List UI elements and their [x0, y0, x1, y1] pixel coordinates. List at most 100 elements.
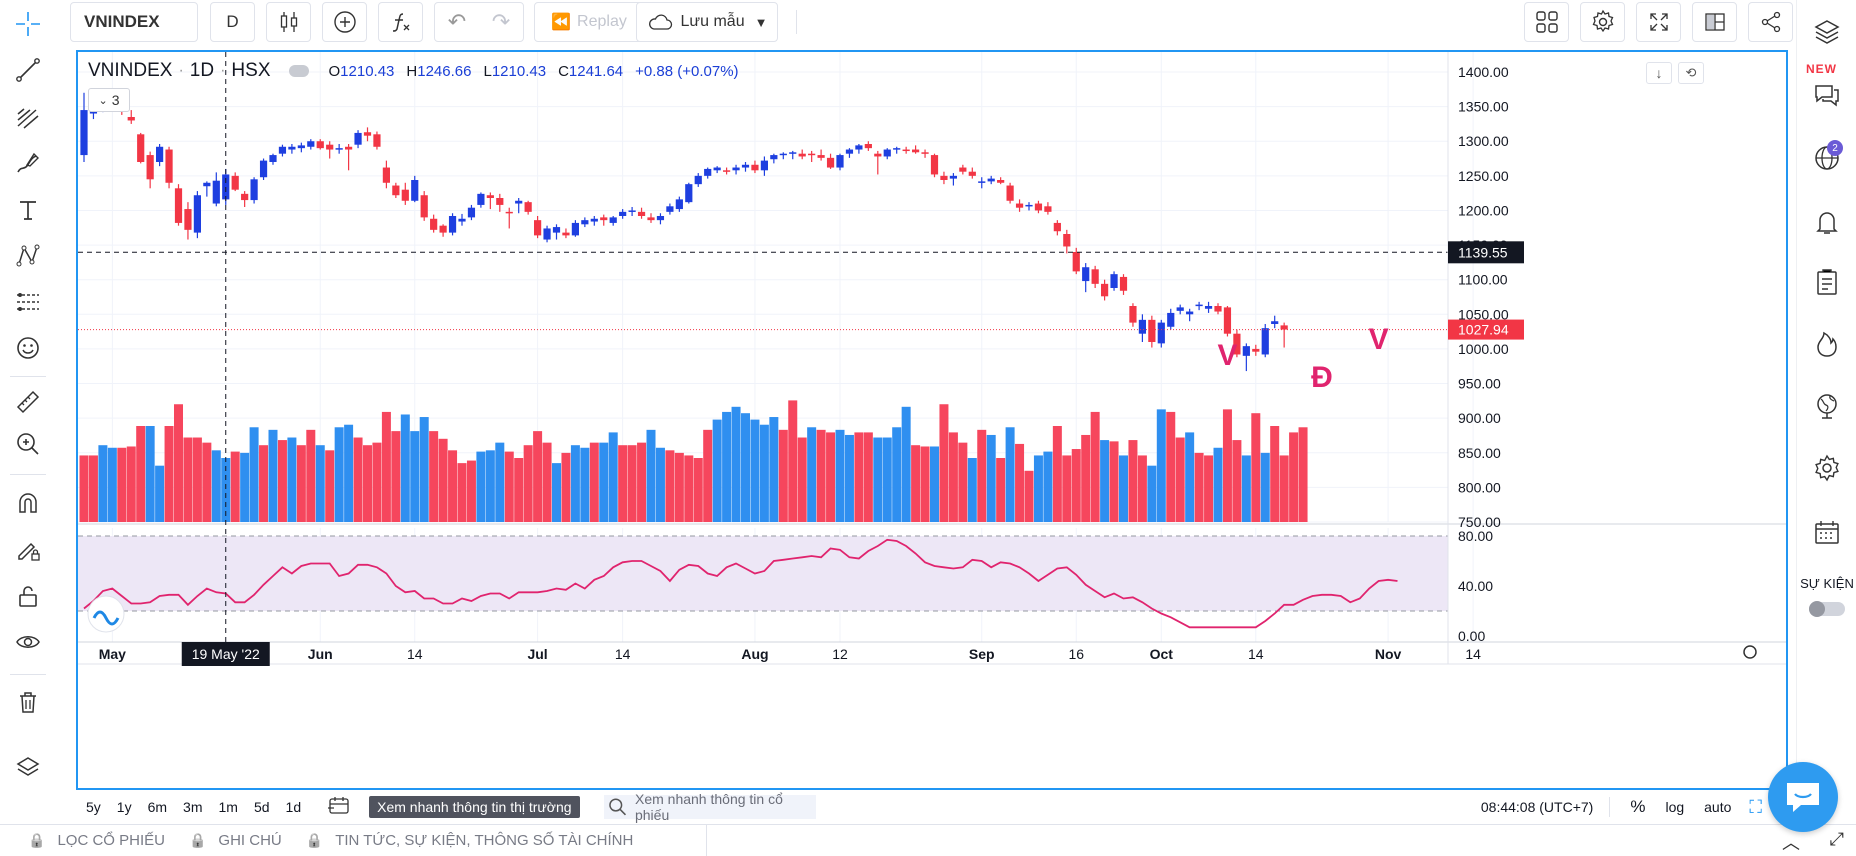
- volume-bar: [79, 455, 89, 522]
- crosshair-tool-icon[interactable]: [8, 4, 48, 44]
- range-button[interactable]: 5y: [86, 799, 101, 815]
- auto-scale-toggle[interactable]: auto: [1704, 799, 1732, 815]
- volume-bar: [315, 445, 325, 522]
- save-template-button[interactable]: Lưu mẫu ▼: [636, 2, 778, 42]
- candle: [1252, 348, 1260, 352]
- volume-bar: [410, 431, 420, 522]
- candle: [1176, 307, 1184, 311]
- price-tick: 950.00: [1458, 376, 1501, 392]
- footer-tab[interactable]: 🔒 GHI CHÚ: [189, 832, 282, 849]
- axis-settings-icon[interactable]: [1743, 645, 1757, 659]
- calendar-events-icon[interactable]: [1807, 512, 1847, 552]
- volume-bar: [476, 451, 486, 522]
- chevron-up-icon[interactable]: ︿: [1782, 833, 1800, 853]
- layers-icon[interactable]: [8, 748, 48, 788]
- legend-high-value: 1246.66: [417, 62, 472, 80]
- volume-bar: [221, 458, 231, 522]
- trend-line-tool-icon[interactable]: [8, 50, 48, 90]
- alert-bell-icon[interactable]: [1807, 202, 1847, 242]
- maximize-panel-icon[interactable]: ⤢: [1829, 829, 1844, 849]
- chart-type-candles-icon[interactable]: [266, 2, 311, 42]
- unlock-icon[interactable]: [8, 576, 48, 616]
- volume-bar: [98, 445, 108, 522]
- hide-drawings-icon[interactable]: [8, 622, 48, 662]
- time-tick: Nov: [1375, 646, 1402, 662]
- go-to-date-icon[interactable]: [327, 796, 351, 819]
- support-chat-button[interactable]: [1768, 762, 1838, 832]
- candle: [486, 195, 494, 198]
- symbol-search-button[interactable]: VNINDEX: [70, 2, 198, 42]
- range-button[interactable]: 5d: [253, 799, 270, 815]
- candle: [288, 146, 296, 150]
- volume-bar: [533, 431, 543, 522]
- market-overview-button[interactable]: Xem nhanh thông tin thị trường: [369, 796, 580, 818]
- zoom-in-icon[interactable]: [8, 424, 48, 464]
- volume-bar: [1279, 455, 1289, 522]
- percent-scale-toggle[interactable]: %: [1630, 797, 1646, 816]
- interval-button[interactable]: D: [210, 2, 255, 42]
- undo-icon[interactable]: ↶: [447, 9, 467, 34]
- candle: [524, 202, 532, 212]
- stock-quick-search[interactable]: Xem nhanh thông tin cổ phiếu: [603, 791, 816, 823]
- brush-tool-icon[interactable]: [8, 144, 48, 184]
- range-button[interactable]: 1d: [285, 799, 302, 815]
- log-scale-toggle[interactable]: log: [1665, 799, 1685, 815]
- candle: [184, 209, 192, 230]
- volume-bar: [353, 437, 363, 522]
- settings-gear-icon[interactable]: [1580, 2, 1625, 42]
- ruler-tool-icon[interactable]: [8, 382, 48, 422]
- volume-bar: [854, 432, 864, 522]
- scroll-to-latest-icon[interactable]: ↓: [1646, 62, 1672, 84]
- volume-bar: [448, 450, 458, 522]
- redo-icon[interactable]: ↷: [491, 9, 511, 34]
- volume-bar: [816, 429, 826, 522]
- chart-canvas[interactable]: V Đ V 1400.00 1350.00 1300.00 1250.00 1200.00 11…: [78, 52, 1786, 788]
- settings-gear-icon[interactable]: [1807, 448, 1847, 488]
- prediction-tool-icon[interactable]: [8, 282, 48, 322]
- range-button[interactable]: 3m: [183, 799, 203, 815]
- candle: [760, 160, 768, 171]
- fullscreen-icon[interactable]: [1636, 2, 1681, 42]
- clipboard-icon[interactable]: [1807, 262, 1847, 302]
- indicator-collapse-button[interactable]: ⌄ 3: [88, 88, 130, 112]
- hot-fire-icon[interactable]: [1807, 324, 1847, 364]
- candle: [751, 164, 759, 171]
- emoji-tool-icon[interactable]: [8, 328, 48, 368]
- replay-button[interactable]: ⏪ Replay: [534, 2, 644, 42]
- footer-tab[interactable]: 🔒 LỌC CỔ PHIẾU: [28, 832, 165, 849]
- candle: [477, 193, 485, 205]
- text-tool-icon[interactable]: [8, 190, 48, 230]
- candle: [940, 175, 948, 180]
- chart-area[interactable]: V Đ V 1400.00 1350.00 1300.00 1250.00 1200.00 11…: [76, 50, 1788, 790]
- range-button[interactable]: 1m: [218, 799, 238, 815]
- fib-tool-icon[interactable]: [8, 98, 48, 138]
- volume-bar: [259, 445, 269, 522]
- pattern-tool-icon[interactable]: [8, 236, 48, 276]
- magnet-icon[interactable]: [8, 484, 48, 524]
- time-tick: 14: [1248, 646, 1264, 662]
- event-toggle[interactable]: [1809, 601, 1845, 617]
- footer-tab[interactable]: 🔒 TIN TỨC, SỰ KIỆN, THÔNG SỐ TÀI CHÍNH: [306, 832, 634, 849]
- candle: [335, 148, 343, 150]
- share-icon[interactable]: [1748, 2, 1793, 42]
- autofit-icon[interactable]: ⛶: [1749, 796, 1762, 817]
- add-indicator-icon[interactable]: [322, 2, 367, 42]
- range-button[interactable]: 1y: [116, 799, 132, 815]
- candle: [1214, 306, 1222, 312]
- volume-bar: [930, 446, 939, 522]
- panel-layout-icon[interactable]: [1692, 2, 1737, 42]
- volume-bar: [325, 450, 335, 522]
- watchlist-stack-icon[interactable]: [1807, 12, 1847, 52]
- world-globe-icon[interactable]: [1807, 386, 1847, 426]
- layout-grid-icon[interactable]: [1524, 2, 1569, 42]
- chat-messages-icon[interactable]: [1807, 74, 1847, 114]
- formula-icon[interactable]: [378, 2, 423, 42]
- trash-icon[interactable]: [8, 682, 48, 722]
- time-tick: 12: [832, 646, 848, 662]
- candle: [1195, 304, 1203, 307]
- legend-visibility-icon[interactable]: [288, 65, 309, 77]
- lock-drawing-icon[interactable]: [8, 530, 48, 570]
- range-button[interactable]: 6m: [147, 799, 168, 815]
- reset-chart-icon[interactable]: ⟲: [1678, 62, 1704, 84]
- candle: [345, 146, 353, 150]
